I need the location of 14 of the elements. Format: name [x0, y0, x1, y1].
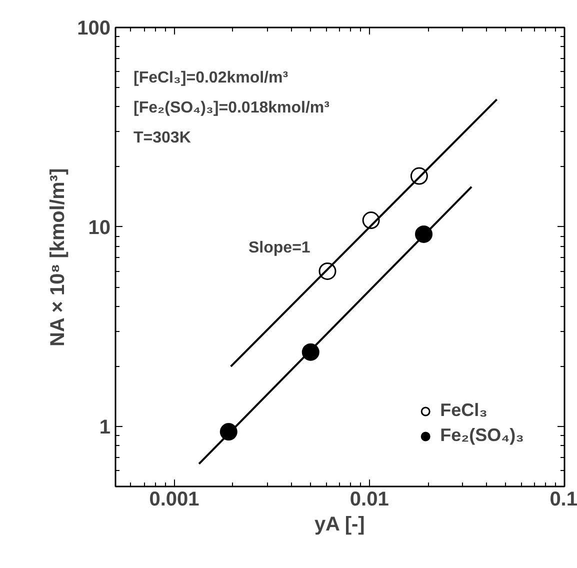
- annotation: Slope=1: [248, 240, 310, 256]
- x-tick-label: 0.001: [149, 488, 200, 510]
- annotation: [Fe₂(SO₄)₃]=0.018kmol/m³: [134, 100, 330, 116]
- x-tick-label: 0.1: [550, 488, 577, 510]
- y-tick-label: 1: [99, 416, 110, 438]
- annotation: T=303K: [134, 130, 192, 146]
- y-tick-label: 100: [77, 18, 111, 40]
- legend-label: Fe₂(SO₄)₃: [440, 425, 524, 446]
- annotation: [FeCl₃]=0.02kmol/m³: [134, 70, 288, 86]
- x-axis-title: yA [-]: [314, 514, 365, 536]
- y-axis-title: NA × 10⁸ [kmol/m³]: [47, 168, 70, 346]
- legend-label: FeCl₃: [440, 400, 488, 421]
- y-tick-label: 10: [88, 216, 111, 239]
- x-tick-label: 0.01: [350, 488, 389, 510]
